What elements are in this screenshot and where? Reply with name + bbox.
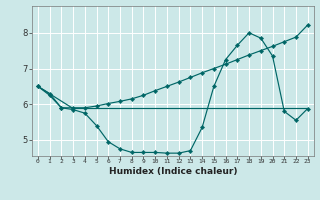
X-axis label: Humidex (Indice chaleur): Humidex (Indice chaleur) — [108, 167, 237, 176]
